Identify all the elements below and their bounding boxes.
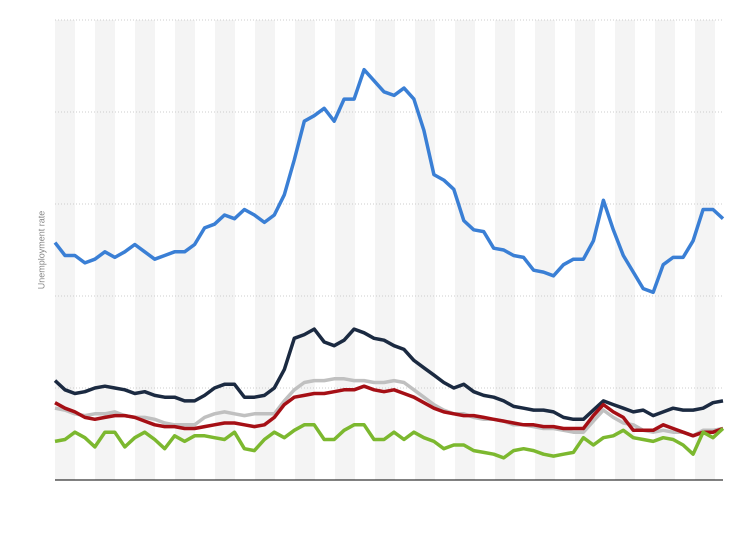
stripe [275,20,295,480]
stripe [675,20,695,480]
stripe [515,20,535,480]
stripe [195,20,215,480]
stripe [415,20,435,480]
stripe [215,20,235,480]
stripe [435,20,455,480]
stripe [155,20,175,480]
stripe [395,20,415,480]
stripe [95,20,115,480]
stripe [235,20,255,480]
stripe [335,20,355,480]
stripe [55,20,75,480]
stripe [655,20,675,480]
stripe [375,20,395,480]
stripe [715,20,723,480]
stripe [575,20,595,480]
stripe [695,20,715,480]
series-line [54,377,724,438]
stripe [315,20,335,480]
y-axis-label: Unemployment rate [36,211,46,290]
series-line [54,384,724,438]
stripe [455,20,475,480]
stripe [255,20,275,480]
series-line [54,423,725,460]
stripe [535,20,555,480]
stripe [75,20,95,480]
stripe [295,20,315,480]
stripe [475,20,495,480]
stripe [355,20,375,480]
series-line [53,67,725,295]
stripe [635,20,655,480]
stripe [595,20,615,480]
series-line [53,327,724,422]
stripe [615,20,635,480]
stripe [555,20,575,480]
